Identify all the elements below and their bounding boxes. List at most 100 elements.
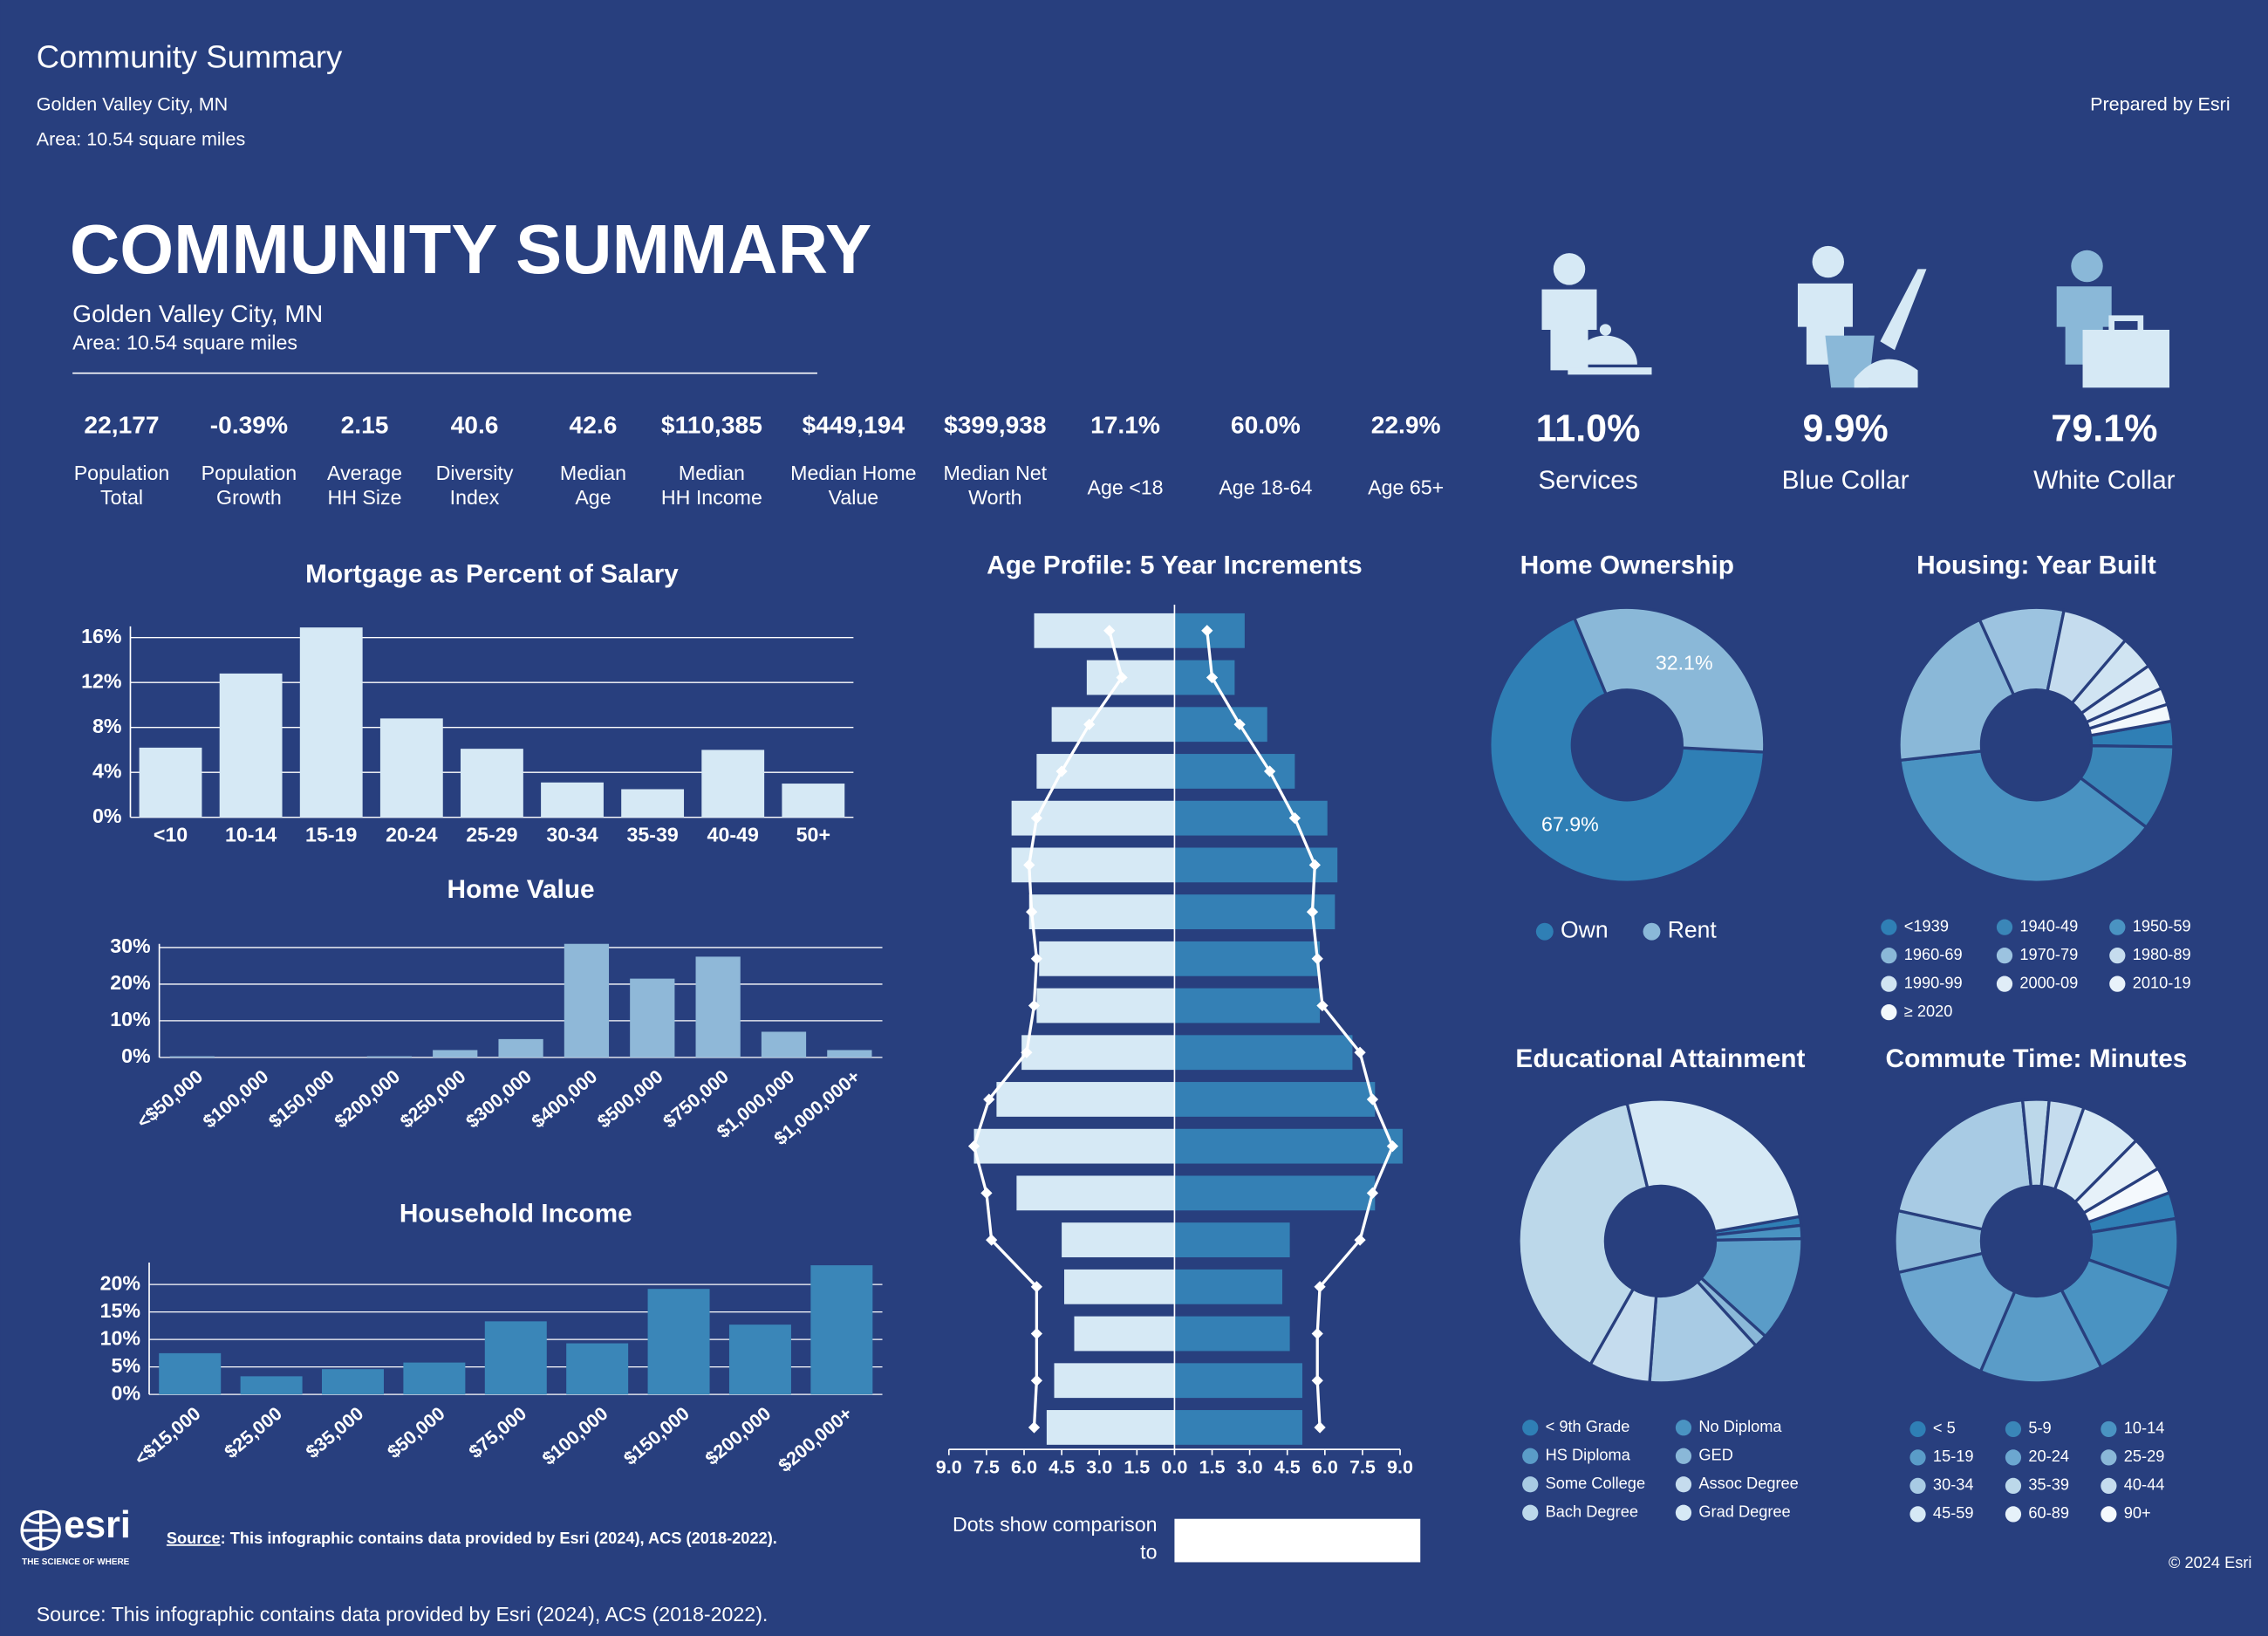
pyramid-bar: [1021, 1035, 1175, 1071]
x-tick-label: 1.5: [1199, 1455, 1226, 1477]
value-label: 32.1%: [1656, 651, 1713, 674]
x-tick-label: 7.5: [973, 1455, 1000, 1477]
stat-label: Median Home: [790, 462, 916, 484]
occupation-value: 79.1%: [2051, 407, 2157, 449]
legend-label: No Diploma: [1698, 1417, 1782, 1435]
pyramid-bar: [1174, 1175, 1376, 1211]
stat-label: Diversity: [436, 462, 514, 484]
donut-slice: [1898, 749, 2148, 884]
x-tick-label: 6.0: [1312, 1455, 1338, 1477]
legend-label: Grad Degree: [1698, 1503, 1790, 1521]
legend-swatch: [1535, 922, 1554, 941]
y-tick-label: 0%: [121, 1044, 151, 1067]
x-tick-label: 25-29: [466, 823, 517, 845]
pyramid-bar: [1063, 1269, 1175, 1304]
legend-swatch: [2101, 1506, 2117, 1523]
comparison-dot: [1030, 953, 1043, 965]
x-tick-label: 0.0: [1161, 1455, 1187, 1477]
header-location: Golden Valley City, MN: [37, 93, 229, 115]
logo-globe: [20, 1509, 61, 1551]
comparison-label: to: [1140, 1541, 1157, 1564]
comparison-dot: [1366, 1093, 1379, 1105]
occupation-label: Blue Collar: [1782, 466, 1909, 495]
legend-swatch: [2109, 948, 2126, 964]
stat-value: 22.9%: [1371, 410, 1441, 438]
y-tick-label: 20%: [110, 971, 150, 994]
pyramid-bar: [1174, 1316, 1290, 1352]
y-tick-label: 10%: [110, 1008, 150, 1030]
comparison-dot: [1311, 953, 1323, 965]
legend-swatch: [2005, 1449, 2022, 1466]
legend-swatch: [1675, 1448, 1692, 1464]
pyramid-bar: [1174, 1410, 1302, 1445]
legend-label: HS Diploma: [1546, 1446, 1631, 1464]
prepared-by: Prepared by Esri: [2090, 93, 2230, 115]
services-icon: [1541, 253, 1652, 375]
comparison-dot: [1023, 859, 1035, 872]
donut-slice: [2087, 702, 2174, 737]
y-tick-label: 5%: [112, 1354, 141, 1377]
legend-label: Bach Degree: [1546, 1503, 1638, 1521]
bar: [366, 1056, 412, 1058]
bar: [564, 943, 610, 1058]
comparison-county: Hennepin County: [1189, 1526, 1369, 1552]
donut-slice: [1896, 1098, 2033, 1231]
occupation-value: 11.0%: [1536, 407, 1641, 449]
legend-label: 1960-69: [1904, 945, 1963, 963]
bar: [484, 1321, 547, 1395]
legend-label: < 5: [1933, 1419, 1956, 1437]
bar: [403, 1362, 466, 1395]
legend-swatch: [1675, 1504, 1692, 1521]
chart-title: Home Value: [447, 875, 595, 904]
comparison-dot: [1314, 1281, 1326, 1293]
comparison-dot: [1083, 718, 1096, 730]
y-tick-label: 0%: [112, 1381, 141, 1404]
x-tick-label: 50+: [796, 823, 830, 845]
y-tick-label: 10%: [100, 1326, 140, 1349]
stat-value: 42.6: [570, 410, 618, 438]
legend-label: 20-24: [2028, 1447, 2069, 1465]
bar: [379, 718, 443, 818]
legend-label: 15-19: [1933, 1447, 1974, 1465]
chart-title: Age Profile: 5 Year Increments: [987, 551, 1362, 580]
x-tick-label: 7.5: [1349, 1455, 1376, 1477]
pyramid-bar: [1174, 1269, 1282, 1304]
comparison-dot: [1366, 1187, 1379, 1200]
x-tick-label: 1.5: [1124, 1455, 1150, 1477]
legend-swatch: [2109, 975, 2126, 992]
legend-swatch: [2101, 1477, 2117, 1495]
legend-label: <1939: [1904, 916, 1949, 934]
bar: [219, 673, 283, 818]
x-tick-label: 15-19: [305, 823, 357, 845]
source-text: : This infographic contains data provide…: [221, 1529, 777, 1547]
legend-swatch: [2101, 1449, 2117, 1466]
stat-value: -0.39%: [210, 410, 288, 438]
legend-label: 30-34: [1933, 1475, 1974, 1494]
comparison-dot: [1206, 671, 1219, 684]
header-area: Area: 10.54 square miles: [37, 127, 246, 149]
legend-swatch: [1881, 948, 1897, 964]
header-title: Community Summary: [37, 39, 343, 75]
bar: [240, 1376, 303, 1395]
bar: [728, 1325, 791, 1395]
stat-value: 60.0%: [1231, 410, 1301, 438]
donut-slice: [1648, 1279, 1759, 1385]
legend-label: 2010-19: [2133, 973, 2191, 991]
legend-label: 2000-09: [2019, 973, 2078, 991]
comparison-dot: [1354, 1234, 1366, 1246]
stat-label: Average: [327, 462, 402, 484]
comparison-dot: [1354, 1046, 1366, 1058]
bar: [433, 1050, 478, 1058]
legend-label: Own: [1561, 917, 1609, 943]
legend-swatch: [1996, 919, 2013, 935]
comparison-dot: [1311, 1327, 1323, 1340]
legend-swatch: [1643, 922, 1661, 941]
x-tick-label: 3.0: [1237, 1455, 1263, 1477]
legend-swatch: [2005, 1506, 2022, 1523]
pyramid-bar: [1174, 1363, 1302, 1399]
x-tick-label: 3.0: [1086, 1455, 1112, 1477]
pyramid-bar: [1086, 660, 1175, 695]
y-tick-label: 20%: [100, 1271, 140, 1294]
pyramid-bar: [1174, 1222, 1290, 1257]
